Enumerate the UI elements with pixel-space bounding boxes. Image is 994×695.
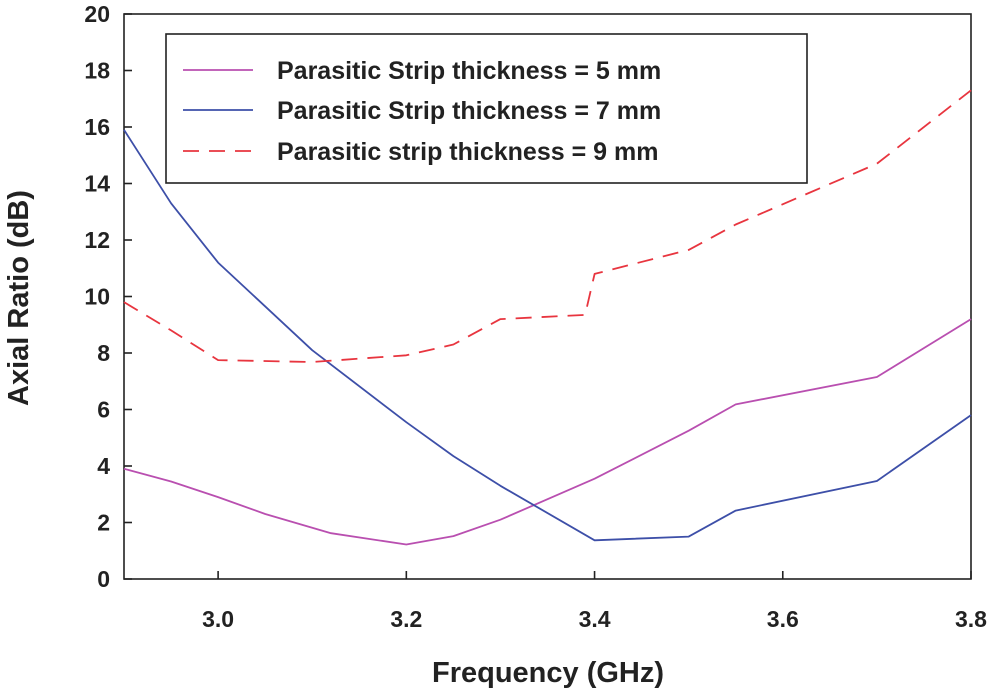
x-tick-label: 3.8 bbox=[955, 606, 987, 632]
legend-label: Parasitic Strip thickness = 7 mm bbox=[277, 97, 661, 125]
series-layer bbox=[123, 89, 972, 546]
y-tick-label: 10 bbox=[84, 284, 110, 310]
legend-label: Parasitic strip thickness = 9 mm bbox=[277, 138, 658, 166]
y-tick-label: 8 bbox=[97, 340, 110, 366]
y-tick-label: 6 bbox=[97, 397, 110, 423]
x-axis-title: Frequency (GHz) bbox=[432, 657, 664, 689]
y-tick-label: 12 bbox=[84, 227, 110, 253]
y-tick-label: 2 bbox=[97, 510, 110, 536]
series-5mm-line bbox=[123, 318, 972, 546]
axis-ticks: 0 2 4 6 8 10 12 14 16 18 20 3.0 3.2 3.4 3.6 3.8 bbox=[84, 1, 987, 632]
x-tick-label: 3.0 bbox=[202, 606, 234, 632]
legend-label: Parasitic Strip thickness = 5 mm bbox=[277, 57, 661, 85]
legend-box bbox=[165, 33, 808, 184]
y-tick-label: 14 bbox=[84, 171, 110, 197]
y-tick-label: 16 bbox=[84, 114, 110, 140]
series-7mm-line bbox=[123, 129, 972, 542]
y-tick-label: 18 bbox=[84, 58, 110, 84]
series-9mm-line bbox=[123, 89, 972, 363]
y-tick-label: 20 bbox=[84, 1, 110, 27]
x-tick-label: 3.2 bbox=[390, 606, 422, 632]
y-tick-label: 0 bbox=[97, 566, 110, 592]
x-tick-label: 3.4 bbox=[579, 606, 611, 632]
legend: Parasitic Strip thickness = 5 mm Parasiti… bbox=[165, 33, 808, 184]
y-tick-label: 4 bbox=[97, 453, 110, 479]
x-tick-label: 3.6 bbox=[767, 606, 799, 632]
y-axis-title: Axial Ratio (dB) bbox=[3, 190, 35, 406]
